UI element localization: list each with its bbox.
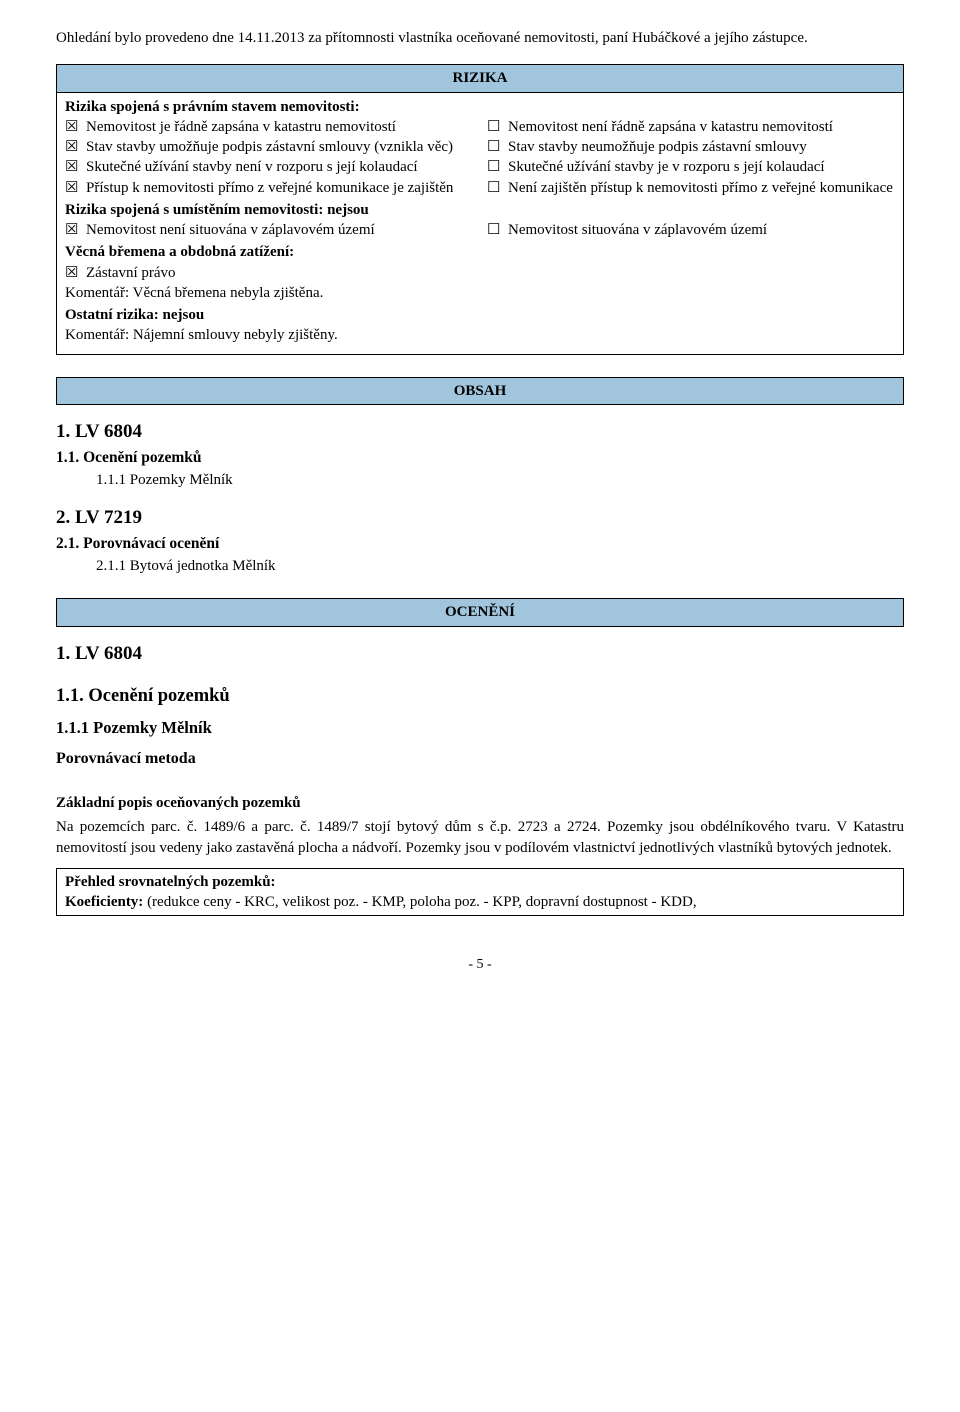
check-item: ☒ Nemovitost není situována v záplavovém … <box>65 220 473 240</box>
toc-h2: 1.1. Ocenění pozemků <box>56 448 904 469</box>
toc-h1: 2. LV 7219 <box>56 505 904 531</box>
toc-h1: 1. LV 6804 <box>56 419 904 445</box>
emptybox-icon: ☐ <box>487 117 502 137</box>
rizika-box: RIZIKA Rizika spojená s právním stavem n… <box>56 64 904 354</box>
emptybox-icon: ☐ <box>487 157 502 177</box>
check-label: Stav stavby neumožňuje podpis zástavní s… <box>508 137 895 157</box>
rizika-legal-cols: ☒ Nemovitost je řádně zapsána v katastru … <box>65 117 895 198</box>
rizika-loc-right: ☐ Nemovitost situována v záplavovém území <box>487 220 895 240</box>
check-label: Zástavní právo <box>86 263 895 283</box>
check-item: ☒ Zástavní právo <box>65 263 895 283</box>
coef-title: Přehled srovnatelných pozemků: <box>65 872 895 892</box>
rizika-legal-right: ☐ Nemovitost není řádně zapsána v katastr… <box>487 117 895 198</box>
coef-line: Koeficienty: (redukce ceny - KRC, veliko… <box>65 892 895 912</box>
check-label: Nemovitost situována v záplavovém území <box>508 220 895 240</box>
check-label: Stav stavby umožňuje podpis zástavní sml… <box>86 137 473 157</box>
xbox-icon: ☒ <box>65 137 80 157</box>
xbox-icon: ☒ <box>65 220 80 240</box>
check-label: Přístup k nemovitosti přímo z veřejné ko… <box>86 178 473 198</box>
desc-header: Základní popis oceňovaných pozemků <box>56 793 904 813</box>
check-label: Nemovitost není řádně zapsána v katastru… <box>508 117 895 137</box>
check-item: ☐ Nemovitost situována v záplavovém území <box>487 220 895 240</box>
vecna-note: Komentář: Věcná břemena nebyla zjištěna. <box>65 283 895 303</box>
ostatni-note: Komentář: Nájemní smlouvy nebyly zjištěn… <box>65 325 895 345</box>
toc-h3: 2.1.1 Bytová jednotka Mělník <box>56 556 904 576</box>
rizika-loc-cols: ☒ Nemovitost není situována v záplavovém … <box>65 220 895 240</box>
emptybox-icon: ☐ <box>487 137 502 157</box>
ostatni-header: Ostatní rizika: nejsou <box>65 303 895 325</box>
obsah-title: OBSAH <box>56 377 904 405</box>
section-1-1: 1.1. Ocenění pozemků <box>56 684 904 709</box>
check-item: ☒ Stav stavby umožňuje podpis zástavní sm… <box>65 137 473 157</box>
vecna-header: Věcná břemena a obdobná zatížení: <box>65 240 895 262</box>
emptybox-icon: ☐ <box>487 178 502 198</box>
toc-h2: 2.1. Porovnávací ocenění <box>56 534 904 555</box>
obsah-list: 1. LV 6804 1.1. Ocenění pozemků 1.1.1 Po… <box>56 419 904 577</box>
rizika-loc-header: Rizika spojená s umístěním nemovitosti: … <box>65 198 895 220</box>
rizika-title: RIZIKA <box>57 65 903 92</box>
intro-paragraph: Ohledání bylo provedeno dne 14.11.2013 z… <box>56 28 904 48</box>
check-item: ☐ Stav stavby neumožňuje podpis zástavní … <box>487 137 895 157</box>
section-1-1-1: 1.1.1 Pozemky Mělník <box>56 717 904 739</box>
check-item: ☐ Skutečné užívání stavby je v rozporu s … <box>487 157 895 177</box>
rizika-legal-header: Rizika spojená s právním stavem nemovito… <box>65 95 895 117</box>
check-item: ☐ Nemovitost není řádně zapsána v katastr… <box>487 117 895 137</box>
check-label: Skutečné užívání stavby není v rozporu s… <box>86 157 473 177</box>
check-label: Skutečné užívání stavby je v rozporu s j… <box>508 157 895 177</box>
desc-paragraph: Na pozemcích parc. č. 1489/6 a parc. č. … <box>56 817 904 858</box>
check-item: ☒ Nemovitost je řádně zapsána v katastru … <box>65 117 473 137</box>
xbox-icon: ☒ <box>65 263 80 283</box>
rizika-legal-left: ☒ Nemovitost je řádně zapsána v katastru … <box>65 117 473 198</box>
toc-h3: 1.1.1 Pozemky Mělník <box>56 470 904 490</box>
method-header: Porovnávací metoda <box>56 748 904 770</box>
check-label: Nemovitost není situována v záplavovém ú… <box>86 220 473 240</box>
section-lv6804: 1. LV 6804 <box>56 641 904 667</box>
check-item: ☒ Přístup k nemovitosti přímo z veřejné k… <box>65 178 473 198</box>
oceneni-title: OCENĚNÍ <box>56 598 904 626</box>
page-number: - 5 - <box>56 956 904 975</box>
xbox-icon: ☒ <box>65 157 80 177</box>
coef-box: Přehled srovnatelných pozemků: Koeficien… <box>56 868 904 917</box>
xbox-icon: ☒ <box>65 117 80 137</box>
emptybox-icon: ☐ <box>487 220 502 240</box>
xbox-icon: ☒ <box>65 178 80 198</box>
check-label: Nemovitost je řádně zapsána v katastru n… <box>86 117 473 137</box>
check-label: Není zajištěn přístup k nemovitosti přím… <box>508 178 895 198</box>
rizika-loc-left: ☒ Nemovitost není situována v záplavovém … <box>65 220 473 240</box>
check-item: ☒ Skutečné užívání stavby není v rozporu … <box>65 157 473 177</box>
check-item: ☐ Není zajištěn přístup k nemovitosti pří… <box>487 178 895 198</box>
